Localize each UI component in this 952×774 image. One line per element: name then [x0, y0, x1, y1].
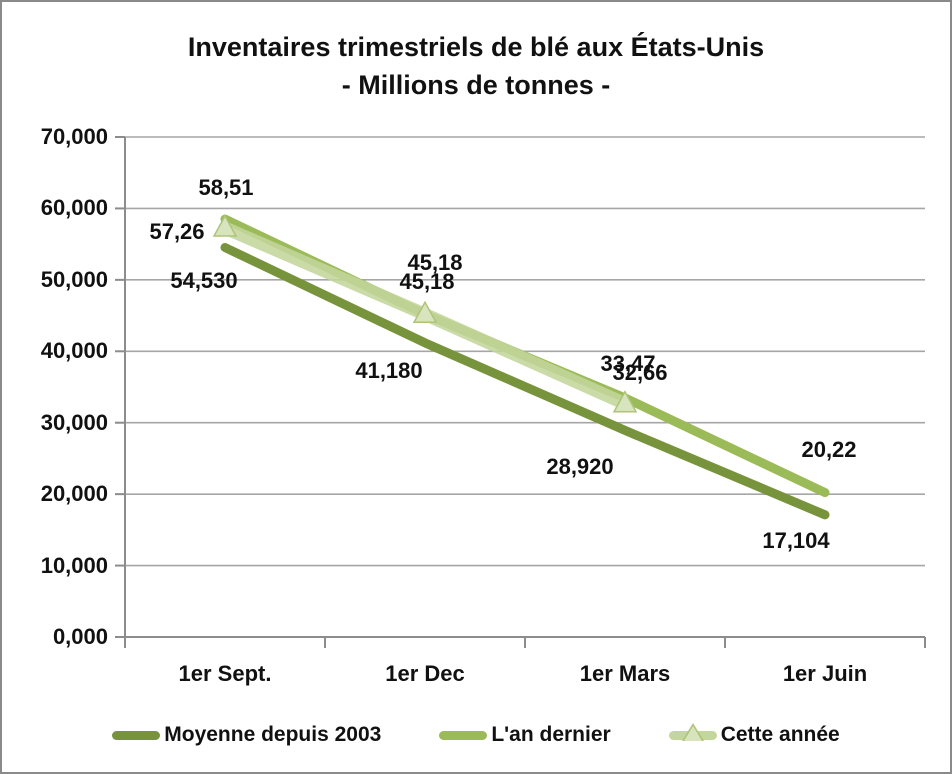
chart-title: Inventaires trimestriels de blé aux État…: [2, 28, 950, 104]
legend-label: L'an dernier: [491, 723, 611, 746]
line-swatch-icon: [112, 730, 161, 740]
line-triangle-swatch-icon: [668, 722, 717, 741]
legend-item-l-an-dernier: L'an dernier: [439, 723, 611, 747]
triangle-marker-icon: [612, 390, 638, 413]
series-line-moyenne-depuis-2003: [220, 243, 830, 520]
chart-title-line1: Inventaires trimestriels de blé aux État…: [187, 32, 765, 62]
triangle-marker-icon: [683, 725, 702, 741]
legend-item-moyenne-depuis-2003: Moyenne depuis 2003: [112, 723, 381, 747]
legend-label: Cette année: [720, 723, 840, 746]
legend: Moyenne depuis 2003 L'an dernier Cette a…: [2, 712, 950, 758]
line-swatch-icon: [439, 730, 488, 740]
triangle-marker-icon: [412, 300, 438, 324]
legend-item-cette-annee: Cette année: [668, 722, 840, 747]
legend-label: Moyenne depuis 2003: [164, 723, 382, 746]
chart-title-line2: - Millions de tonnes -: [341, 70, 611, 100]
triangle-marker-icon: [212, 214, 238, 237]
